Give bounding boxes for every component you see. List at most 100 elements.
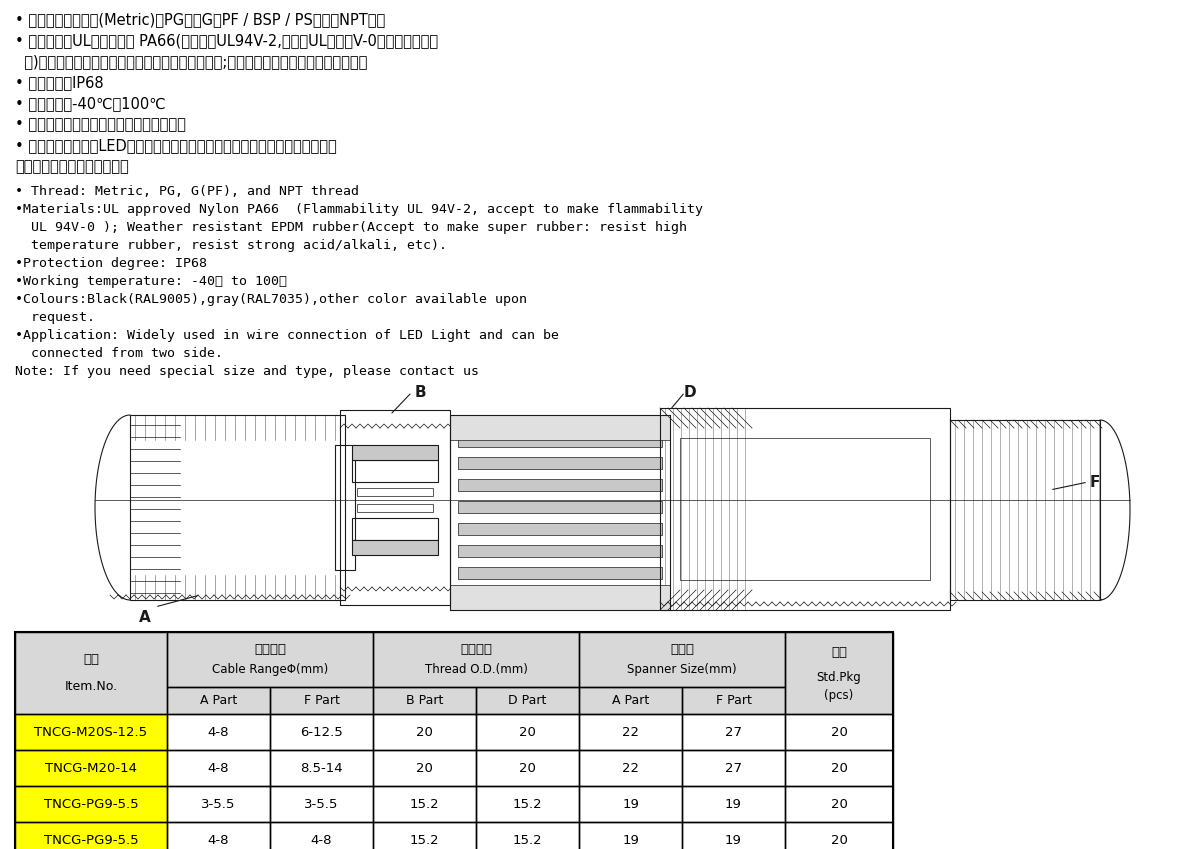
Bar [580,786,682,822]
Bar [167,687,270,714]
Bar [373,632,580,687]
Text: TNCG-M20-14: TNCG-M20-14 [46,762,137,774]
Text: 注：特殊规格需要请联系工厂: 注：特殊规格需要请联系工厂 [14,159,128,174]
Bar [270,714,373,750]
Bar [680,438,930,580]
Text: 15.2: 15.2 [512,797,542,811]
Bar [458,501,662,513]
Text: 4-8: 4-8 [311,834,332,846]
Bar [476,714,580,750]
Bar [682,687,785,714]
Bar [785,632,893,714]
Text: 3-5.5: 3-5.5 [202,797,235,811]
Bar [476,822,580,849]
Bar [373,632,580,687]
Bar [682,750,785,786]
Text: 编号: 编号 [83,653,98,666]
Bar [14,632,893,849]
Text: 20: 20 [416,762,433,774]
Text: A: A [139,610,151,625]
Text: TNCG-PG9-5.5: TNCG-PG9-5.5 [43,834,138,846]
Bar [373,714,476,750]
Text: •Application: Widely used in wire connection of LED Light and can be: •Application: Widely used in wire connec… [14,329,559,342]
Text: •Protection degree: IP68: •Protection degree: IP68 [14,257,208,270]
Bar [580,632,785,687]
Text: Item.No.: Item.No. [65,680,118,694]
Bar [476,687,580,714]
Bar [580,632,785,687]
Bar [270,750,373,786]
Bar [458,545,662,557]
Text: 19: 19 [725,834,742,846]
Bar [352,518,438,540]
Text: F Part: F Part [715,694,751,707]
Bar [682,687,785,714]
Bar [785,750,893,786]
Bar [373,822,476,849]
Bar [580,822,682,849]
Bar [14,632,167,714]
Bar [270,786,373,822]
Bar [785,822,893,849]
Bar [580,714,682,750]
Bar [458,457,662,469]
Text: 27: 27 [725,762,742,774]
Text: 20: 20 [830,834,847,846]
Bar [167,822,270,849]
Text: D Part: D Part [509,694,547,707]
Bar [14,750,167,786]
Bar [682,714,785,750]
Bar [785,714,893,750]
Bar [270,822,373,849]
Bar [14,822,167,849]
Bar [373,714,476,750]
Bar [373,822,476,849]
Bar [373,687,476,714]
Text: Cable RangeΦ(mm): Cable RangeΦ(mm) [212,663,328,676]
Text: F Part: F Part [304,694,340,707]
Text: connected from two side.: connected from two side. [14,347,223,360]
Text: • Thread: Metric, PG, G(PF), and NPT thread: • Thread: Metric, PG, G(PF), and NPT thr… [14,185,359,198]
Bar [785,786,893,822]
Text: 扳手径: 扳手径 [670,643,694,656]
Bar [785,822,893,849]
Bar [682,750,785,786]
Bar [335,445,355,570]
Bar [580,750,682,786]
Bar [270,786,373,822]
Bar [785,750,893,786]
Text: 3-5.5: 3-5.5 [305,797,338,811]
Text: 20: 20 [830,797,847,811]
Bar [167,714,270,750]
Text: • 保护等级：IP68: • 保护等级：IP68 [14,75,103,90]
Text: 22: 22 [622,762,640,774]
Bar [167,786,270,822]
Text: 20: 20 [830,762,847,774]
Text: 19: 19 [725,797,742,811]
Text: 电缆范围: 电缆范围 [254,643,286,656]
Bar [450,415,670,610]
Bar [14,714,167,750]
Text: •Materials:UL approved Nylon PA66  (Flammability UL 94V-2, accept to make flamma: •Materials:UL approved Nylon PA66 (Flamm… [14,203,703,216]
Text: 8.5-14: 8.5-14 [300,762,343,774]
Bar [476,750,580,786]
Bar [14,822,167,849]
Bar [476,687,580,714]
Bar [167,750,270,786]
Text: (pcs): (pcs) [824,689,853,702]
Text: • 螺牙规格：公制牙(Metric)、PG牙、G（PF / BSP / PS）牙、NPT牙。: • 螺牙规格：公制牙(Metric)、PG牙、G（PF / BSP / PS）牙… [14,12,385,27]
Text: 20: 20 [520,726,536,739]
Text: 15.2: 15.2 [512,834,542,846]
Text: • 颜色种类：黑色、灰色，其他颜色可定做: • 颜色种类：黑色、灰色，其他颜色可定做 [14,117,186,132]
Bar [167,687,270,714]
Bar [270,822,373,849]
Bar [476,822,580,849]
Text: •Working temperature: -40℃ to 100℃: •Working temperature: -40℃ to 100℃ [14,275,287,288]
Bar [458,567,662,579]
Bar [373,687,476,714]
Text: 6-12.5: 6-12.5 [300,726,343,739]
Text: 15.2: 15.2 [409,834,439,846]
Text: 19: 19 [622,834,638,846]
Text: 4-8: 4-8 [208,834,229,846]
Bar [950,420,1100,600]
